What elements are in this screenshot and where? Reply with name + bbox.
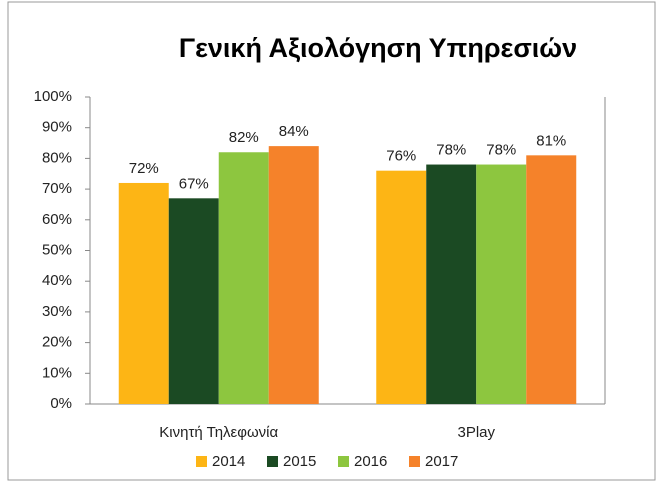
y-tick-label: 40% [42,272,72,289]
y-tick-label: 20% [42,334,72,351]
y-tick-label: 10% [42,364,72,381]
legend-label: 2016 [354,453,387,470]
y-tick-label: 0% [50,395,72,412]
x-tick-label: 3Play [457,424,495,441]
bar [426,164,477,404]
legend-label: 2014 [212,453,245,470]
data-label: 67% [179,175,209,192]
legend-swatch [267,456,278,467]
bar [168,198,219,404]
y-tick-label: 50% [42,241,72,258]
data-label: 84% [279,123,309,140]
bar [268,146,319,404]
bar [476,164,527,404]
y-tick-label: 60% [42,211,72,228]
y-tick-label: 80% [42,149,72,166]
data-label: 72% [129,160,159,177]
bar [526,155,577,404]
y-tick-label: 100% [34,88,72,105]
legend-swatch [338,456,349,467]
bar [118,182,169,404]
legend-label: 2017 [425,453,458,470]
bar [218,152,269,404]
y-tick-label: 90% [42,119,72,136]
x-tick-label: Κινητή Τηλεφωνία [159,424,278,441]
legend-label: 2015 [283,453,316,470]
data-label: 81% [536,132,566,149]
data-label: 78% [436,142,466,159]
data-label: 76% [386,148,416,165]
legend-swatch [409,456,420,467]
y-tick-label: 30% [42,303,72,320]
bar [376,170,427,404]
data-label: 82% [229,129,259,146]
data-label: 78% [486,142,516,159]
chart-title: Γενική Αξιολόγηση Υπηρεσιών [179,33,577,63]
y-tick-label: 70% [42,180,72,197]
legend-swatch [196,456,207,467]
